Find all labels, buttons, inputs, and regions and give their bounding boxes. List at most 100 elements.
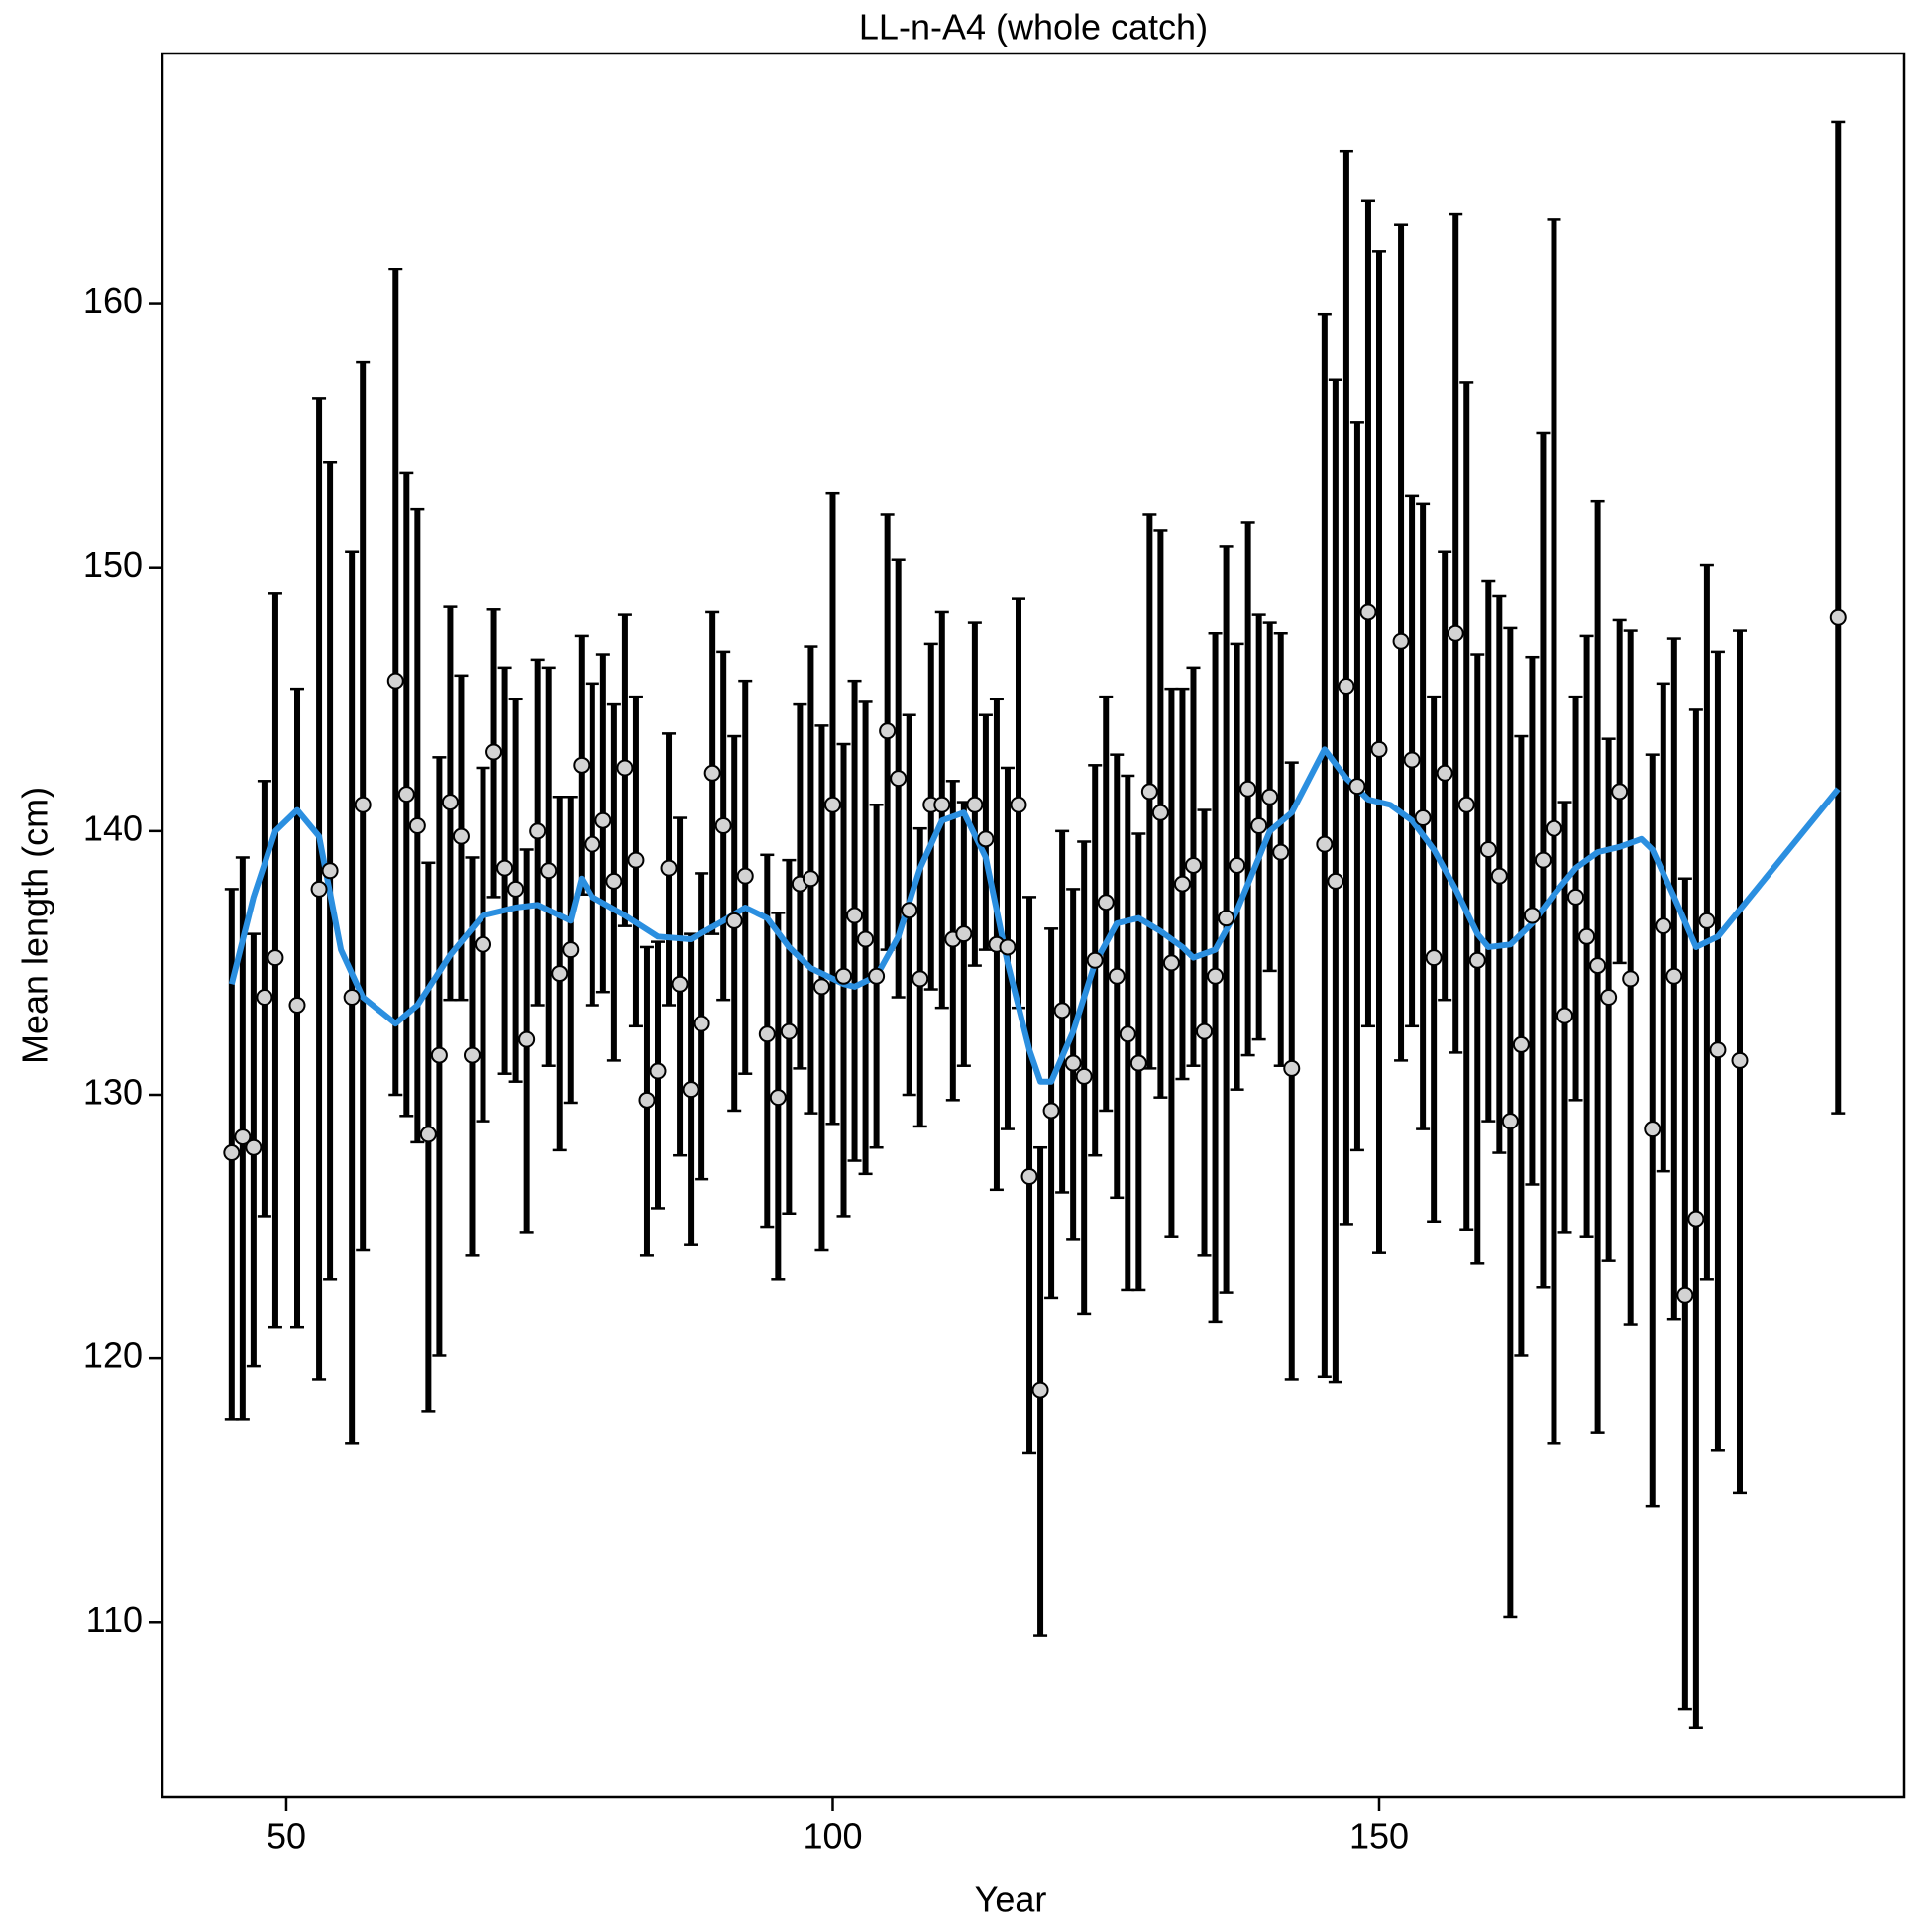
y-tick-label: 160 (83, 280, 143, 321)
mean-point (1218, 910, 1235, 927)
mean-point (562, 941, 580, 959)
mean-point (1173, 875, 1191, 893)
mean-point (703, 764, 721, 782)
mean-point (780, 1022, 798, 1040)
mean-point (1687, 1210, 1705, 1228)
mean-point (693, 1015, 710, 1032)
mean-point (1010, 796, 1027, 813)
mean-point (485, 743, 503, 761)
mean-point (343, 989, 361, 1007)
mean-point (1184, 856, 1202, 874)
mean-point (671, 975, 689, 993)
mean-point (1119, 1025, 1136, 1043)
mean-point (441, 794, 459, 811)
mean-point (823, 796, 841, 813)
mean-point (321, 862, 339, 880)
mean-point (1338, 677, 1355, 695)
mean-point (1490, 867, 1508, 885)
mean-point (1709, 1041, 1727, 1059)
mean-point (1042, 1102, 1060, 1120)
mean-point (1676, 1286, 1694, 1304)
mean-point (1151, 804, 1169, 821)
mean-point (1468, 951, 1486, 969)
x-tick-label: 150 (1349, 1816, 1409, 1857)
mean-point (1229, 856, 1246, 874)
mean-point (1097, 894, 1115, 912)
mean-point (758, 1025, 776, 1043)
mean-point (408, 817, 426, 835)
mean-point (1644, 1121, 1662, 1138)
mean-point (901, 902, 918, 919)
mean-point (386, 672, 404, 690)
mean-point (769, 1089, 787, 1107)
mean-point (912, 970, 929, 988)
mean-point (714, 817, 732, 835)
mean-point (1327, 872, 1344, 890)
mean-point (1501, 1113, 1519, 1130)
mean-point (1239, 780, 1257, 798)
mean-point (223, 1144, 241, 1162)
mean-point (573, 756, 590, 774)
mean-point (267, 949, 284, 967)
y-tick-label: 130 (83, 1072, 143, 1113)
chart-title: LL-n-A4 (whole catch) (859, 7, 1208, 48)
mean-point (846, 907, 864, 924)
mean-point (1829, 608, 1847, 626)
mean-point (1425, 949, 1443, 967)
mean-point (1140, 783, 1158, 801)
error-bar (923, 642, 938, 991)
mean-point (310, 880, 328, 898)
mean-point (1359, 603, 1377, 621)
mean-point (1523, 907, 1541, 924)
mean-point (879, 722, 897, 740)
mean-point (1053, 1002, 1071, 1020)
mean-point (1447, 624, 1464, 642)
mean-point (955, 925, 973, 943)
mean-point (1196, 1022, 1214, 1040)
mean-point (627, 851, 645, 869)
mean-point (1414, 809, 1432, 827)
mean-point (1534, 851, 1552, 869)
mean-point (584, 835, 601, 853)
y-tick-label: 140 (83, 807, 143, 848)
mean-point (1392, 632, 1410, 650)
mean-point (1589, 957, 1607, 975)
mean-point (1064, 1054, 1082, 1072)
mean-point (682, 1081, 699, 1099)
error-bar (967, 621, 982, 967)
x-tick-label: 50 (267, 1816, 306, 1857)
mean-point (1129, 1054, 1147, 1072)
mean-point (529, 822, 547, 840)
mean-point (475, 935, 492, 953)
mean-point (1545, 819, 1562, 837)
mean-point (1403, 751, 1421, 769)
mean-point (1600, 989, 1618, 1007)
mean-point (1316, 835, 1334, 853)
x-axis-label: Year (975, 1879, 1047, 1920)
mean-point (256, 989, 273, 1007)
mean-point (1108, 967, 1126, 985)
mean-point (802, 870, 819, 888)
mean-point (1370, 740, 1388, 758)
mean-point (1283, 1059, 1301, 1077)
mean-point (933, 796, 951, 813)
mean-point (868, 967, 886, 985)
mean-point (234, 1128, 252, 1146)
mean-point (1075, 1067, 1093, 1085)
mean-point (463, 1046, 481, 1064)
y-axis-label: Mean length (cm) (15, 787, 55, 1064)
mean-point (419, 1126, 437, 1143)
mean-point (835, 967, 853, 985)
mean-point (1348, 778, 1366, 796)
mean-point (999, 938, 1017, 956)
mean-point (736, 867, 754, 885)
mean-point (812, 978, 830, 996)
mean-point (1622, 970, 1640, 988)
mean-point (397, 786, 415, 804)
mean-point (430, 1046, 448, 1064)
mean-point (540, 862, 558, 880)
mean-point (966, 796, 984, 813)
mean-point (1261, 788, 1279, 805)
mean-point (452, 827, 470, 845)
